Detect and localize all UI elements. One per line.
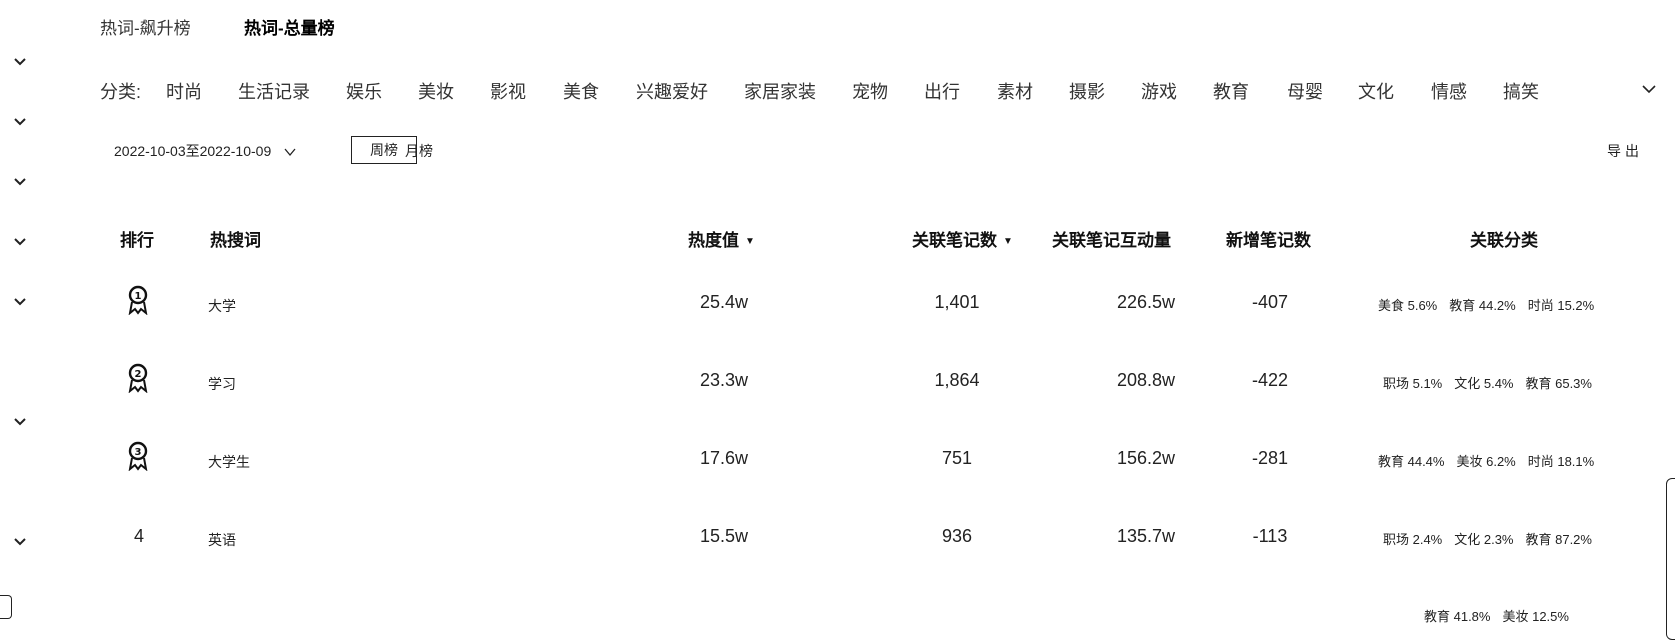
rank-medal-icon: 3: [126, 441, 152, 471]
caret-down-icon: ▼: [745, 236, 755, 248]
heat-value: 15.5w: [699, 526, 749, 546]
category-item[interactable]: 家居家装: [744, 82, 816, 102]
category-item[interactable]: 出行: [924, 82, 960, 102]
related-categories: 美食 5.6% 教育 44.2% 时尚 15.2%: [1378, 298, 1595, 313]
category-item[interactable]: 娱乐: [346, 82, 382, 102]
table-row[interactable]: 1 大学 25.4w 1,401 226.5w -407 美食 5.6% 教育 4…: [0, 272, 1675, 332]
category-item[interactable]: 生活记录: [238, 82, 310, 102]
tab-rising[interactable]: 热词-飙升榜: [100, 19, 191, 38]
category-item[interactable]: 母婴: [1287, 82, 1323, 102]
keyword[interactable]: 英语: [208, 532, 236, 548]
chevron-down-icon[interactable]: [12, 56, 28, 68]
category-label: 分类:: [100, 82, 142, 102]
chevron-down-icon[interactable]: [12, 236, 28, 248]
chevron-down-icon[interactable]: [12, 176, 28, 188]
side-panel-handle[interactable]: [1666, 478, 1675, 640]
interactions-count: 226.5w: [1116, 292, 1176, 312]
notes-count: 936: [941, 526, 973, 546]
rank-medal-icon: 1: [126, 285, 152, 315]
svg-text:3: 3: [135, 447, 142, 458]
category-item[interactable]: 宠物: [852, 82, 888, 102]
header-notes[interactable]: 关联笔记数 ▼: [912, 231, 1013, 250]
rank-medal-icon: 2: [126, 363, 152, 393]
corner-badge-icon[interactable]: [0, 595, 12, 619]
header-keyword: 热搜词: [210, 231, 261, 250]
category-item[interactable]: 文化: [1358, 82, 1394, 102]
heat-value: 25.4w: [699, 292, 749, 312]
header-new-notes: 新增笔记数: [1226, 231, 1311, 250]
header-rank: 排行: [120, 231, 154, 250]
heat-value: 17.6w: [699, 448, 749, 468]
svg-text:2: 2: [135, 369, 142, 380]
svg-text:1: 1: [135, 291, 142, 302]
category-item[interactable]: 游戏: [1141, 82, 1177, 102]
category-item[interactable]: 教育: [1213, 82, 1249, 102]
caret-down-icon: ▼: [1003, 236, 1013, 248]
notes-count: 1,864: [934, 370, 980, 390]
export-button[interactable]: 导出: [1607, 143, 1643, 159]
related-categories: 职场 5.1% 文化 5.4% 教育 65.3%: [1383, 376, 1592, 391]
category-item[interactable]: 兴趣爱好: [636, 82, 708, 102]
related-categories: 教育 41.8% 美妆 12.5%: [1424, 609, 1569, 624]
tab-total[interactable]: 热词-总量榜: [244, 19, 335, 38]
keyword[interactable]: 大学生: [208, 454, 250, 470]
category-item[interactable]: 素材: [997, 82, 1033, 102]
category-item[interactable]: 美食: [563, 82, 599, 102]
chevron-down-icon[interactable]: [12, 416, 28, 428]
category-item[interactable]: 摄影: [1069, 82, 1105, 102]
header-heat[interactable]: 热度值 ▼: [688, 231, 755, 250]
chevron-down-icon[interactable]: [12, 296, 28, 308]
heat-value: 23.3w: [699, 370, 749, 390]
header-categories: 关联分类: [1470, 231, 1538, 250]
new-notes-count: -407: [1251, 292, 1289, 312]
table-row[interactable]: 2 学习 23.3w 1,864 208.8w -422 职场 5.1% 文化 5…: [0, 350, 1675, 410]
new-notes-count: -113: [1252, 526, 1288, 546]
category-item[interactable]: 时尚: [166, 82, 202, 102]
header-interactions: 关联笔记互动量: [1052, 231, 1171, 250]
new-notes-count: -281: [1251, 448, 1289, 468]
keyword[interactable]: 大学: [208, 298, 236, 314]
category-item[interactable]: 美妆: [418, 82, 454, 102]
month-ranking-button[interactable]: 月榜: [405, 143, 433, 159]
keyword[interactable]: 学习: [208, 376, 236, 392]
date-range-text: 2022-10-03至2022-10-09: [114, 143, 272, 159]
category-item[interactable]: 情感: [1431, 82, 1467, 102]
week-ranking-button[interactable]: 周榜: [351, 136, 417, 164]
interactions-count: 208.8w: [1116, 370, 1176, 390]
chevron-down-icon: [283, 144, 297, 160]
interactions-count: 156.2w: [1116, 448, 1176, 468]
notes-count: 751: [941, 448, 973, 468]
interactions-count: 135.7w: [1116, 526, 1176, 546]
date-range-picker[interactable]: 2022-10-03至2022-10-09: [114, 141, 297, 161]
related-categories: 职场 2.4% 文化 2.3% 教育 87.2%: [1383, 532, 1592, 547]
category-item[interactable]: 影视: [490, 82, 526, 102]
notes-count: 1,401: [934, 292, 980, 312]
table-row[interactable]: 3 大学生 17.6w 751 156.2w -281 教育 44.4% 美妆 6…: [0, 428, 1675, 488]
related-categories: 教育 44.4% 美妆 6.2% 时尚 18.1%: [1378, 454, 1595, 469]
new-notes-count: -422: [1251, 370, 1289, 390]
category-item[interactable]: 搞笑: [1503, 82, 1539, 102]
table-row[interactable]: 教育 41.8% 美妆 12.5%: [0, 594, 1675, 627]
chevron-down-icon[interactable]: [12, 116, 28, 128]
rank-number: 4: [133, 526, 144, 546]
expand-categories-chevron-icon[interactable]: [1640, 82, 1658, 96]
table-row[interactable]: 4 英语 15.5w 936 135.7w -113 职场 2.4% 文化 2.3…: [0, 506, 1675, 566]
chevron-down-icon[interactable]: [12, 536, 28, 548]
